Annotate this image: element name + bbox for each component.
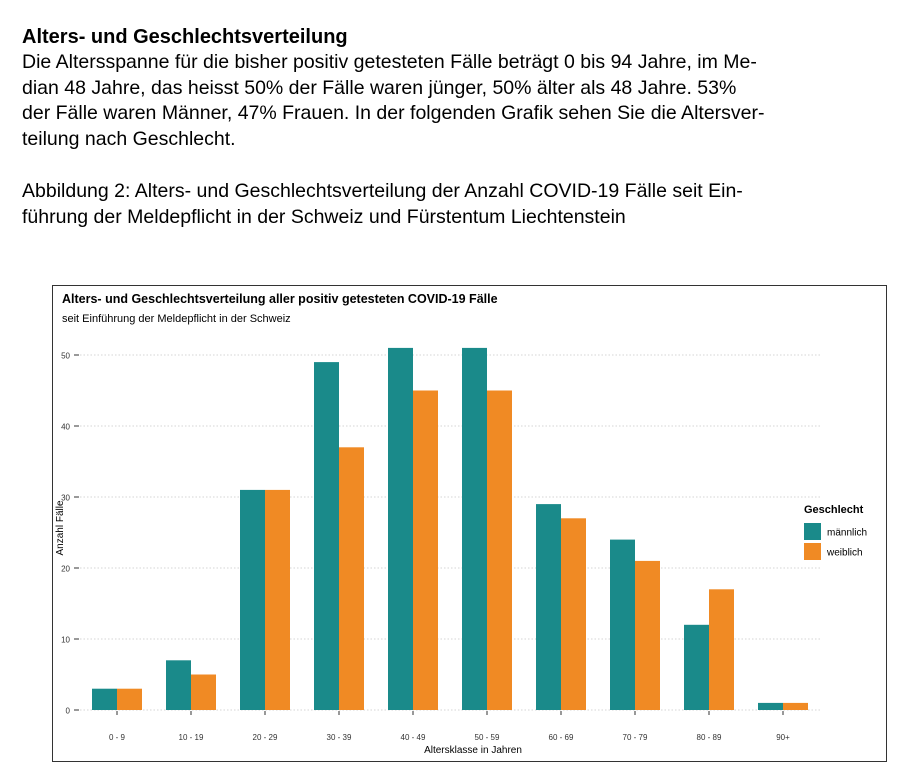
chart-subtitle: seit Einführung der Meldepflicht in der … [62,313,291,325]
bar-maennlich [758,702,783,710]
bar-weiblich [487,390,512,710]
caption-line: führung der Meldepflicht in der Schweiz … [22,205,626,228]
description-paragraph: Die Altersspanne für die bisher positiv … [22,50,890,152]
x-tick-label: 50 - 59 [475,733,500,742]
x-tick-label: 70 - 79 [623,733,648,742]
y-tick-label: 0 [66,707,71,716]
bar-weiblich [265,489,290,710]
section-heading: Alters- und Geschlechtsverteilung [22,26,348,48]
bar-maennlich [314,362,339,710]
bar-maennlich [462,347,487,710]
legend-label: weiblich [826,548,863,559]
bar-weiblich [117,688,142,710]
legend: Geschlecht männlich weiblich [804,504,867,560]
bar-maennlich [240,489,265,710]
x-tick-label: 0 - 9 [109,733,126,742]
x-axis-label: Altersklasse in Jahren [424,745,522,756]
bar-maennlich [92,688,117,710]
bar-weiblich [561,518,586,710]
x-tick-label: 20 - 29 [253,733,278,742]
legend-swatch [804,523,821,540]
bar-weiblich [709,589,734,710]
y-axis-label: Anzahl Fälle [55,500,66,555]
caption-line: Abbildung 2: Alters- und Geschlechtsvert… [22,180,743,202]
paragraph-line: teilung nach Geschlecht. [22,127,236,150]
bar-weiblich [339,447,364,710]
bar-maennlich [166,660,191,710]
x-tick-label: 60 - 69 [549,733,574,742]
y-tick-label: 50 [61,352,70,361]
x-tick-label: 80 - 89 [697,733,722,742]
y-tick-label: 30 [61,494,70,503]
legend-swatch [804,543,821,560]
bar-maennlich [536,504,561,710]
legend-label: männlich [827,528,867,539]
bar-weiblich [783,702,808,710]
figure-caption: Abbildung 2: Alters- und Geschlechtsvert… [22,179,890,230]
bar-weiblich [413,390,438,710]
bars [92,347,808,710]
paragraph-line: der Fälle waren Männer, 47% Frauen. In d… [22,102,765,124]
bar-weiblich [635,560,660,710]
bar-maennlich [684,624,709,710]
x-tick-label: 10 - 19 [179,733,204,742]
legend-title: Geschlecht [804,504,864,516]
bar-maennlich [610,539,635,710]
x-tick-label: 30 - 39 [327,733,352,742]
bar-weiblich [191,674,216,710]
y-tick-label: 40 [61,423,70,432]
chart-title: Alters- und Geschlechtsverteilung aller … [62,292,498,306]
bar-chart: Alters- und Geschlechtsverteilung aller … [55,292,867,756]
paragraph-line: Die Altersspanne für die bisher positiv … [22,51,757,73]
y-tick-label: 20 [61,565,70,574]
x-tick-label: 90+ [776,733,790,742]
y-tick-label: 10 [61,636,70,645]
x-tick-label: 40 - 49 [401,733,426,742]
paragraph-line: dian 48 Jahre, das heisst 50% der Fälle … [22,76,737,99]
document-text: Alters- und Geschlechtsverteilung Die Al… [22,24,890,230]
bar-maennlich [388,347,413,710]
axes: 0 10 20 30 40 50 0 - 9 10 - 19 20 - 29 30 - 39 40 … [61,352,790,743]
